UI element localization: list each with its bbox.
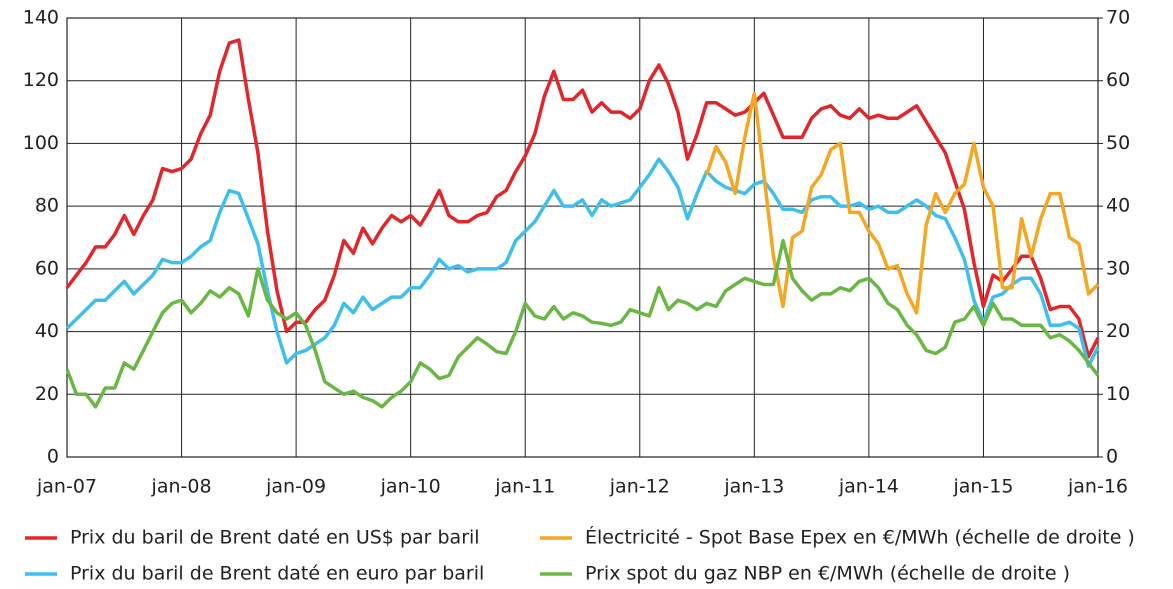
x-tick-label: jan-16: [1067, 476, 1128, 498]
x-tick-label: jan-10: [380, 476, 441, 498]
series-line: [704, 91, 1100, 315]
x-tick-label: jan-07: [36, 476, 97, 498]
y-tick-label: 0: [47, 446, 59, 468]
y2-tick-label: 60: [1106, 69, 1130, 91]
x-tick-label: jan-13: [723, 476, 784, 498]
legend-label: Prix spot du gaz NBP en €/MWh (échelle d…: [585, 563, 1070, 585]
y-tick-label: 60: [35, 257, 59, 279]
x-tick-label: jan-14: [838, 476, 899, 498]
x-tick-label: jan-09: [265, 476, 326, 498]
y2-tick-label: 20: [1106, 320, 1130, 342]
y2-tick-label: 0: [1106, 446, 1118, 468]
y2-tick-label: 50: [1106, 132, 1130, 154]
y2-tick-label: 30: [1106, 257, 1130, 279]
y-tick-label: 140: [23, 7, 59, 29]
x-tick-label: jan-11: [494, 476, 555, 498]
x-tick-label: jan-12: [609, 476, 670, 498]
y-tick-label: 120: [23, 69, 59, 91]
series-line: [65, 157, 1100, 368]
legend-label: Électricité - Spot Base Epex en €/MWh (é…: [585, 526, 1135, 549]
plot-frame: [66, 17, 1099, 458]
legend-label: Prix du baril de Brent daté en US$ par b…: [70, 527, 480, 549]
x-tick-label: jan-08: [151, 476, 212, 498]
y2-tick-label: 40: [1106, 195, 1130, 217]
series-line: [65, 38, 1100, 359]
y2-tick-label: 70: [1106, 7, 1130, 29]
legend-label: Prix du baril de Brent daté en euro par …: [70, 563, 484, 585]
y-tick-label: 100: [23, 132, 59, 154]
y-tick-label: 40: [35, 320, 59, 342]
y-tick-label: 20: [35, 383, 59, 405]
x-tick-label: jan-15: [952, 476, 1013, 498]
series-line: [65, 238, 1100, 409]
y2-tick-label: 10: [1106, 383, 1130, 405]
y-tick-label: 80: [35, 195, 59, 217]
